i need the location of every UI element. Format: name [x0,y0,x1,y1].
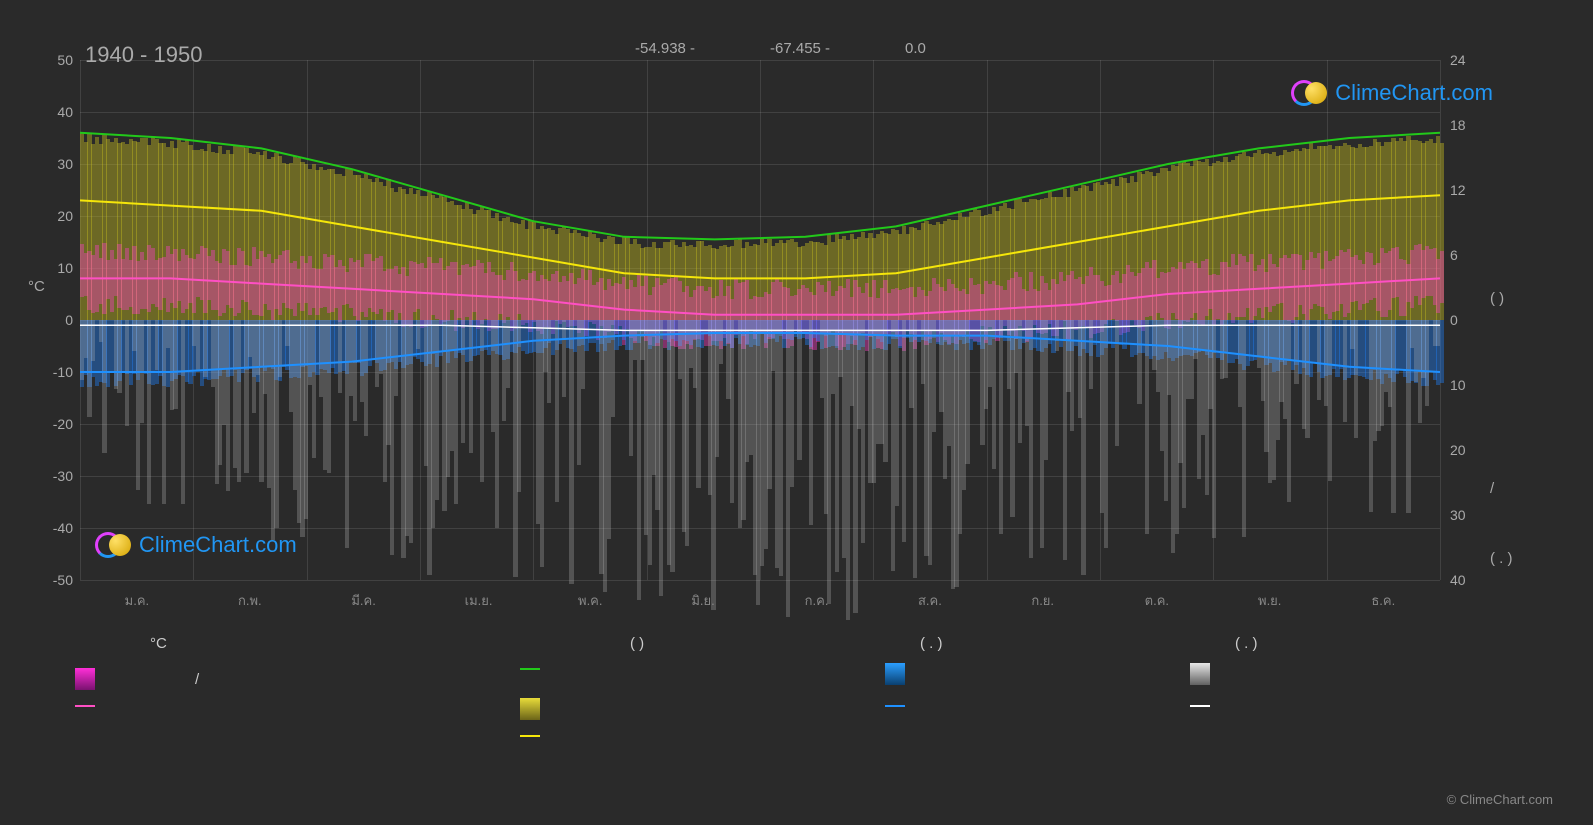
legend-item [885,705,905,707]
x-month-tick: ก.ย. [1031,590,1054,611]
coord-lon: -67.455 - [770,40,830,57]
legend-label: / [195,671,199,688]
legend-header-4: ( . ) [1235,635,1258,652]
y-left-tick: -30 [33,468,73,484]
legend-item [520,668,540,670]
x-month-tick: ม.ค. [125,590,150,611]
x-month-tick: มี.ค. [351,590,376,611]
y-left-tick: 40 [33,104,73,120]
brand-logo-top: ClimeChart.com [1291,78,1493,108]
legend-item: / [75,668,199,690]
y-left-tick: 50 [33,52,73,68]
x-month-tick: ส.ค. [918,590,942,611]
x-month-tick: ก.พ. [238,590,262,611]
y-left-tick: -40 [33,520,73,536]
brand-text: ClimeChart.com [139,532,297,558]
legend-line-swatch [520,735,540,737]
y-right-tick: 20 [1450,442,1490,458]
y-right-tick: 30 [1450,507,1490,523]
y-left-tick: -20 [33,416,73,432]
x-month-tick: พ.ย. [1258,590,1281,611]
legend-header-1: °C [150,635,167,652]
y-right-tick: 12 [1450,182,1490,198]
x-month-tick: มิ.ย. [691,590,714,611]
y-right-axis-label: / [1490,480,1494,497]
y-right-tick: 10 [1450,377,1490,393]
legend-item [1190,663,1210,685]
y-left-tick: -10 [33,364,73,380]
legend-swatch [75,668,95,690]
legend-line-swatch [1190,705,1210,707]
y-left-tick: 30 [33,156,73,172]
brand-text: ClimeChart.com [1335,80,1493,106]
legend-line-swatch [520,668,540,670]
chart-plot-area [80,60,1440,580]
legend-header-2: ( ) [630,635,644,652]
y-right-tick: 24 [1450,52,1490,68]
y-left-axis-label: °C [28,278,45,295]
legend-swatch [885,663,905,685]
x-month-tick: พ.ค. [578,590,603,611]
y-left-tick: 0 [33,312,73,328]
brand-logo-bottom: ClimeChart.com [95,530,297,560]
climechart-icon [1291,78,1327,108]
climechart-icon [95,530,131,560]
legend-item [520,735,540,737]
legend-item [75,705,95,707]
legend-item [1190,705,1210,707]
legend-line-swatch [75,705,95,707]
legend-swatch [1190,663,1210,685]
y-right-tick: 18 [1450,117,1490,133]
legend-item [885,663,905,685]
x-month-tick: ต.ค. [1145,590,1169,611]
y-right-axis-label: ( ) [1490,290,1504,307]
x-month-tick: ธ.ค. [1371,590,1395,611]
y-left-tick: 10 [33,260,73,276]
copyright-text: © ClimeChart.com [1447,792,1553,807]
x-month-tick: ก.ค. [805,590,829,611]
y-right-tick: 40 [1450,572,1490,588]
legend-swatch [520,698,540,720]
legend-item [520,698,540,720]
y-left-tick: 20 [33,208,73,224]
y-right-tick: 6 [1450,247,1490,263]
y-left-tick: -50 [33,572,73,588]
coord-elev: 0.0 [905,40,926,57]
coord-lat: -54.938 - [635,40,695,57]
x-month-tick: เม.ย. [465,590,493,611]
y-right-tick: 0 [1450,312,1490,328]
legend-header-3: ( . ) [920,635,943,652]
legend-line-swatch [885,705,905,707]
y-right-axis-label: ( . ) [1490,550,1513,567]
